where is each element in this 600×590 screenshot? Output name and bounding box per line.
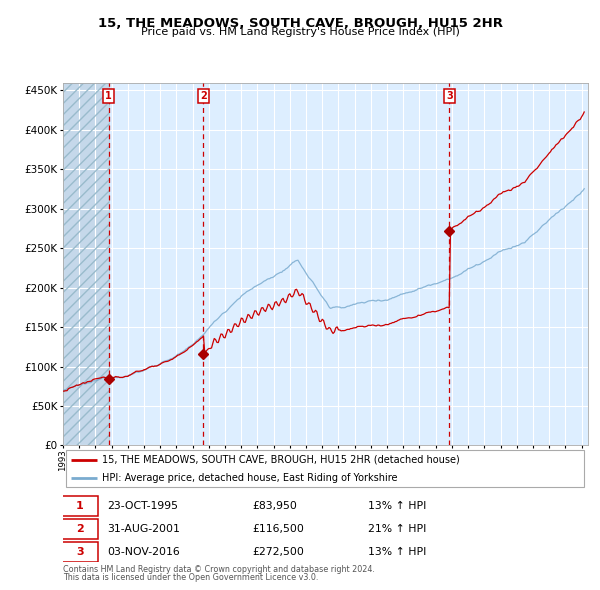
FancyBboxPatch shape (65, 450, 584, 487)
Text: Price paid vs. HM Land Registry's House Price Index (HPI): Price paid vs. HM Land Registry's House … (140, 27, 460, 37)
Text: This data is licensed under the Open Government Licence v3.0.: This data is licensed under the Open Gov… (63, 573, 319, 582)
Text: £83,950: £83,950 (252, 501, 297, 511)
Text: £272,500: £272,500 (252, 547, 304, 557)
Bar (63, 83, 109, 445)
Text: 21% ↑ HPI: 21% ↑ HPI (367, 524, 426, 534)
Text: 3: 3 (446, 91, 452, 101)
Bar (63, 83, 109, 445)
Text: 15, THE MEADOWS, SOUTH CAVE, BROUGH, HU15 2HR (detached house): 15, THE MEADOWS, SOUTH CAVE, BROUGH, HU1… (103, 455, 460, 465)
FancyBboxPatch shape (62, 496, 98, 516)
Text: 2: 2 (200, 91, 206, 101)
Text: 3: 3 (76, 547, 83, 557)
Text: 31-AUG-2001: 31-AUG-2001 (107, 524, 181, 534)
Text: 1: 1 (76, 501, 83, 511)
Text: HPI: Average price, detached house, East Riding of Yorkshire: HPI: Average price, detached house, East… (103, 473, 398, 483)
FancyBboxPatch shape (62, 542, 98, 562)
Text: 03-NOV-2016: 03-NOV-2016 (107, 547, 181, 557)
Text: 23-OCT-1995: 23-OCT-1995 (107, 501, 179, 511)
Text: Contains HM Land Registry data © Crown copyright and database right 2024.: Contains HM Land Registry data © Crown c… (63, 565, 375, 574)
Text: £116,500: £116,500 (252, 524, 304, 534)
Text: 1: 1 (106, 91, 112, 101)
Text: 2: 2 (76, 524, 83, 534)
Text: 13% ↑ HPI: 13% ↑ HPI (367, 547, 426, 557)
Text: 13% ↑ HPI: 13% ↑ HPI (367, 501, 426, 511)
FancyBboxPatch shape (62, 519, 98, 539)
Text: 15, THE MEADOWS, SOUTH CAVE, BROUGH, HU15 2HR: 15, THE MEADOWS, SOUTH CAVE, BROUGH, HU1… (97, 17, 503, 30)
